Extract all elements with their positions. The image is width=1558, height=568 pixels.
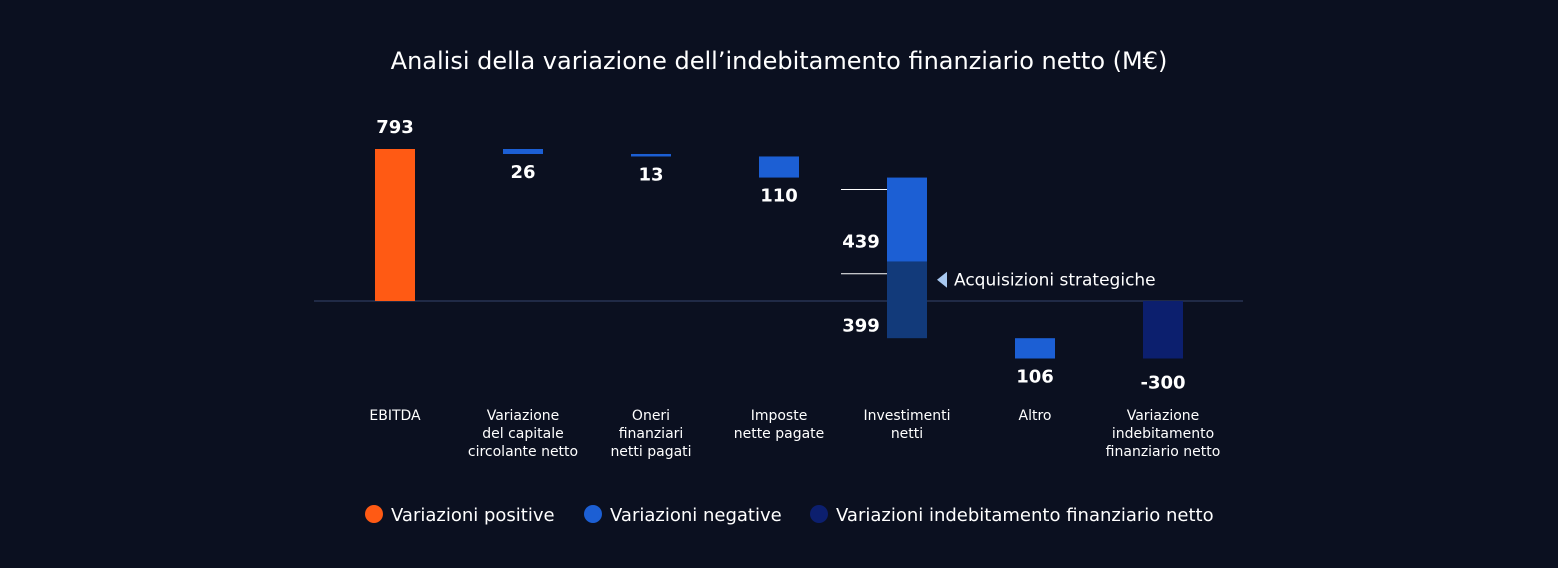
category-label: netti [891,426,923,442]
category-label: finanziario netto [1106,444,1221,460]
category-label: indebitamento [1112,426,1214,442]
category-label: circolante netto [468,444,578,460]
annotation-pointer-icon [937,271,947,288]
annotation-acquisizioni-strategiche: Acquisizioni strategiche [954,271,1156,291]
category-label: finanziari [619,426,684,442]
category-label: Imposte [751,408,808,424]
value-label-1: 793 [376,117,414,138]
legend-item-label: Variazioni positive [391,505,555,526]
bar-1 [375,149,415,301]
value-label-4: 110 [760,186,798,207]
bar-investimenti-segment-2 [887,261,927,339]
category-label: Altro [1019,408,1052,424]
value-label-6: 106 [1016,367,1054,388]
legend-swatch-icon [810,505,828,523]
value-label-investimenti-segment-2: 399 [842,316,880,337]
annotation-layer: Acquisizioni strategiche [937,271,1156,291]
value-label-investimenti-segment-1: 439 [842,232,880,253]
value-label-3: 13 [638,164,663,185]
value-label-2: 26 [510,162,535,183]
category-label: EBITDA [369,408,421,424]
labels-layer: 793 26 13 110 439 399 106 -300 [376,117,1185,394]
legend-swatch-icon [365,505,383,523]
category-label: Variazione [487,408,560,424]
bar-3 [631,153,671,157]
bar-investimenti-segment-1 [887,177,927,262]
category-label: Variazione [1127,408,1200,424]
legend-swatch-icon [584,505,602,523]
bars-layer [375,149,1183,359]
legend: Variazioni positive Variazioni negative Va… [365,505,1214,526]
bar-net-change [1143,301,1183,359]
category-label: netti pagati [610,444,691,460]
bar-2 [503,149,543,154]
bar-6 [1015,338,1055,359]
chart-title: Analisi della variazione dell’indebitame… [391,47,1168,75]
category-label: Oneri [632,408,670,424]
bar-4 [759,156,799,178]
legend-item-label: Variazioni indebitamento finanziario net… [836,505,1214,526]
category-label: del capitale [482,426,563,442]
value-label-net-change: -300 [1140,373,1185,394]
category-labels: EBITDA Variazione del capitale circolante n… [369,408,1220,460]
category-label: nette pagate [734,426,825,442]
legend-item-label: Variazioni negative [610,505,782,526]
category-label: Investimenti [863,408,950,424]
